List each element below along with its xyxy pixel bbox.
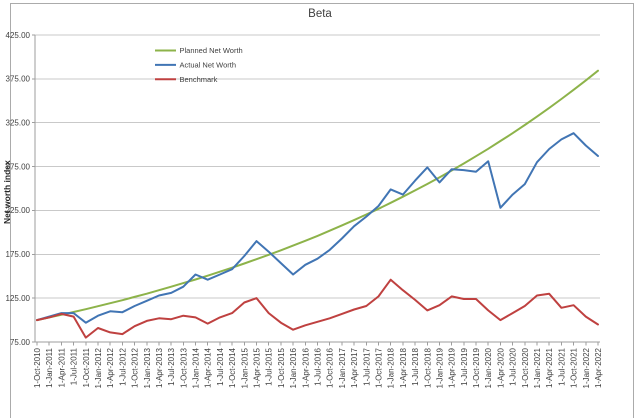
x-tick-label: 1-Jan-2021	[533, 347, 542, 388]
x-tick-label: 1-Jul-2021	[557, 347, 566, 385]
x-tick-label: 1-Oct-2014	[228, 347, 237, 388]
x-tick-label: 1-Jul-2019	[460, 347, 469, 385]
x-tick-label: 1-Jan-2022	[582, 347, 591, 388]
x-tick-label: 1-Jan-2015	[240, 347, 249, 388]
x-tick-label: 1-Apr-2014	[204, 347, 213, 388]
y-tick-label: 425.00	[6, 31, 31, 40]
x-tick-label: 1-Oct-2017	[374, 347, 383, 388]
x-tick-label: 1-Apr-2017	[350, 347, 359, 388]
x-tick-label: 1-Apr-2018	[399, 347, 408, 388]
x-tick-label: 1-Jul-2015	[265, 347, 274, 385]
x-tick-label: 1-Jan-2019	[435, 347, 444, 388]
x-tick-label: 1-Jan-2018	[387, 347, 396, 388]
x-tick-label: 1-Jul-2017	[362, 347, 371, 385]
y-tick-label: 125.00	[6, 294, 31, 303]
x-tick-label: 1-Oct-2016	[326, 347, 335, 388]
x-tick-label: 1-Jul-2020	[509, 347, 518, 385]
x-tick-label: 1-Jul-2013	[167, 347, 176, 385]
x-tick-label: 1-Jul-2011	[70, 347, 79, 385]
y-tick-label: 75.00	[10, 338, 31, 347]
x-tick-label: 1-Oct-2020	[521, 347, 530, 388]
chart-title: Beta	[308, 8, 332, 20]
x-tick-label: 1-Jul-2018	[411, 347, 420, 385]
x-tick-label: 1-Jan-2011	[45, 347, 54, 387]
x-tick-label: 1-Oct-2021	[570, 347, 579, 388]
x-tick-label: 1-Jul-2016	[314, 347, 323, 385]
series-line-actual-net-worth	[36, 132, 599, 324]
y-tick-label: 175.00	[6, 250, 31, 259]
y-tick-label: 275.00	[6, 162, 31, 171]
x-tick-label: 1-Jan-2013	[143, 347, 152, 388]
x-tick-label: 1-Jan-2017	[338, 347, 347, 388]
legend-label-planned-net-worth: Planned Net Worth	[180, 46, 243, 55]
x-tick-label: 1-Apr-2012	[106, 347, 115, 388]
x-tick-label: 1-Jan-2012	[94, 347, 103, 388]
x-tick-label: 1-Jan-2016	[289, 347, 298, 388]
legend-label-actual-net-worth: Actual Net Worth	[180, 61, 237, 70]
y-tick-label: 325.00	[6, 119, 31, 128]
y-tick-label: 375.00	[6, 75, 31, 84]
x-tick-label: 1-Jul-2014	[216, 347, 225, 385]
x-tick-label: 1-Oct-2019	[472, 347, 481, 388]
x-tick-label: 1-Jan-2020	[484, 347, 493, 388]
x-tick-label: 1-Oct-2015	[277, 347, 286, 388]
legend-label-benchmark: Benchmark	[180, 75, 218, 84]
series-line-benchmark	[36, 278, 599, 339]
x-tick-label: 1-Oct-2018	[423, 347, 432, 388]
x-tick-label: 1-Oct-2012	[131, 347, 140, 388]
x-tick-label: 1-Oct-2010	[33, 347, 42, 388]
x-tick-label: 1-Jul-2012	[118, 347, 127, 385]
x-tick-label: 1-Oct-2011	[82, 347, 91, 387]
x-tick-label: 1-Apr-2021	[545, 347, 554, 388]
x-tick-label: 1-Apr-2019	[448, 347, 457, 388]
x-tick-label: 1-Jan-2014	[192, 347, 201, 388]
series-line-planned-net-worth	[36, 69, 599, 322]
x-tick-label: 1-Oct-2013	[179, 347, 188, 388]
x-tick-label: 1-Apr-2022	[594, 347, 603, 388]
x-tick-label: 1-Apr-2020	[496, 347, 505, 388]
x-tick-label: 1-Apr-2015	[253, 347, 262, 388]
x-tick-label: 1-Apr-2013	[155, 347, 164, 388]
y-tick-label: 225.00	[6, 206, 31, 215]
x-tick-label: 1-Apr-2011	[57, 347, 66, 387]
x-tick-label: 1-Apr-2016	[301, 347, 310, 388]
